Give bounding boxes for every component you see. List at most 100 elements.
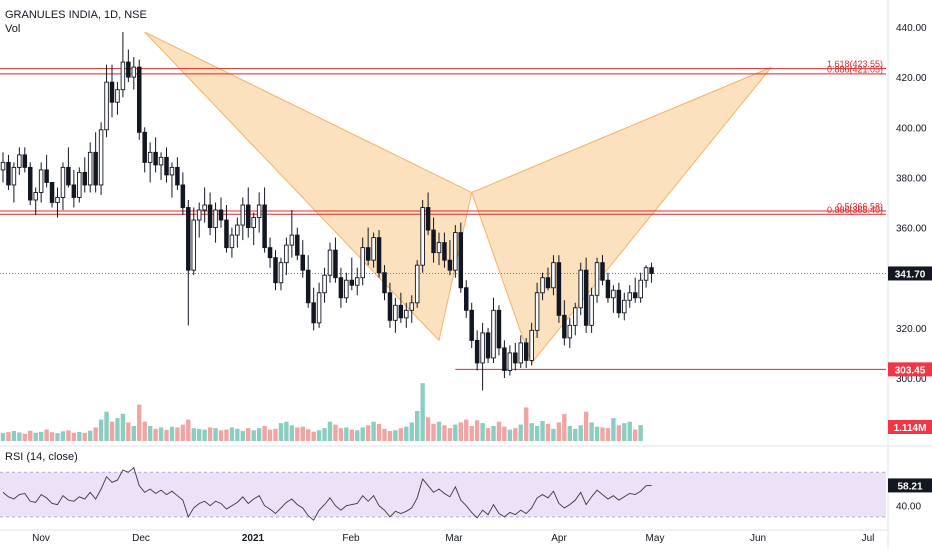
volume-bar: [164, 429, 169, 441]
volume-bar: [469, 426, 474, 441]
candle: [158, 152, 164, 180]
candle: [529, 322, 534, 366]
volume-bar: [126, 422, 131, 441]
candle-body: [229, 234, 235, 249]
candle: [224, 205, 229, 253]
candle: [622, 292, 627, 321]
candle: [523, 337, 529, 368]
candle-body: [126, 61, 131, 78]
rsi-tick-label: 40.00: [896, 502, 921, 513]
candle: [311, 287, 316, 331]
level-365-label: 0.886(365.40): [827, 205, 883, 215]
candle-body: [33, 192, 38, 201]
candle: [87, 142, 93, 193]
candle-body: [142, 131, 147, 163]
time-tick-label: Jun: [750, 533, 766, 544]
volume-bar: [175, 427, 180, 441]
candle: [376, 230, 382, 278]
candle-body: [562, 314, 567, 339]
candle: [436, 232, 442, 266]
volume-bar: [360, 427, 365, 441]
volume-bar: [197, 428, 202, 441]
time-tick-label: May: [646, 533, 665, 544]
volume-bar: [142, 421, 147, 441]
volume-bar: [98, 419, 104, 441]
price-tick-label: 380.00: [896, 173, 927, 184]
candle-body: [436, 242, 442, 254]
horizontal-levels[interactable]: 0.886(421.05)1.618(423.55) 0.886(365.40)0…: [0, 59, 886, 370]
candle: [235, 217, 240, 248]
candle: [567, 317, 573, 348]
symbol-title[interactable]: GRANULES INDIA, 1D, NSE: [5, 9, 147, 21]
candle: [38, 162, 44, 203]
volume-bar: [246, 428, 251, 441]
volume-bar: [224, 429, 229, 441]
volume-bar: [333, 424, 338, 441]
candle: [573, 302, 578, 336]
candle-body: [600, 262, 605, 281]
candle: [22, 147, 28, 173]
candle-body: [523, 342, 529, 361]
candle: [382, 265, 387, 301]
candle: [338, 267, 344, 308]
volume-bar: [66, 430, 71, 441]
candle-body: [104, 81, 109, 131]
candle: [453, 225, 458, 278]
support-badge-bg: [888, 362, 932, 377]
volume-bar: [387, 431, 393, 441]
candle-body: [529, 329, 534, 361]
candle-body: [147, 151, 153, 163]
candle: [115, 82, 120, 115]
candle-body: [404, 309, 409, 319]
candle-body: [513, 352, 518, 364]
candle: [300, 240, 306, 278]
candle: [551, 255, 556, 296]
candle-body: [17, 154, 22, 168]
candle-body: [589, 294, 594, 326]
volume-bar: [240, 431, 245, 441]
volume-bar: [393, 430, 398, 441]
candle-body: [431, 229, 436, 254]
candle: [49, 181, 55, 208]
support-badge: 303.45: [888, 362, 932, 377]
candle-body: [464, 287, 469, 311]
price-tick-label: 420.00: [896, 73, 927, 84]
volume-bar: [295, 427, 300, 441]
candle: [60, 162, 66, 211]
volume-bar: [518, 424, 523, 441]
time-tick-label: Feb: [342, 533, 360, 544]
candle-body: [414, 264, 420, 304]
candle-body: [158, 156, 164, 166]
volume-bar: [300, 426, 305, 441]
candle-body: [196, 209, 202, 221]
candle-body: [115, 89, 120, 103]
candle-body: [44, 169, 49, 183]
candle: [44, 154, 49, 188]
candle-body: [632, 292, 638, 299]
volume-badge: 1.114M: [888, 420, 932, 434]
volume-bar: [404, 426, 409, 441]
volume-bar: [496, 421, 502, 441]
candle: [627, 285, 633, 308]
candle-body: [273, 257, 278, 284]
candle: [578, 262, 583, 316]
candle: [534, 282, 540, 338]
candle-body: [284, 244, 289, 264]
candle: [414, 260, 420, 308]
price-tick-label: 360.00: [896, 224, 927, 235]
volume-bar: [545, 423, 551, 441]
candle: [284, 237, 289, 276]
candles: [0, 32, 654, 391]
candle: [600, 255, 605, 286]
volume-bar: [131, 426, 136, 441]
candle-body: [305, 269, 311, 304]
candle: [632, 277, 638, 303]
candle-body: [480, 332, 485, 364]
candle: [589, 287, 594, 333]
volume-bar: [262, 426, 267, 441]
candle-body: [491, 309, 496, 359]
candle: [240, 197, 246, 241]
